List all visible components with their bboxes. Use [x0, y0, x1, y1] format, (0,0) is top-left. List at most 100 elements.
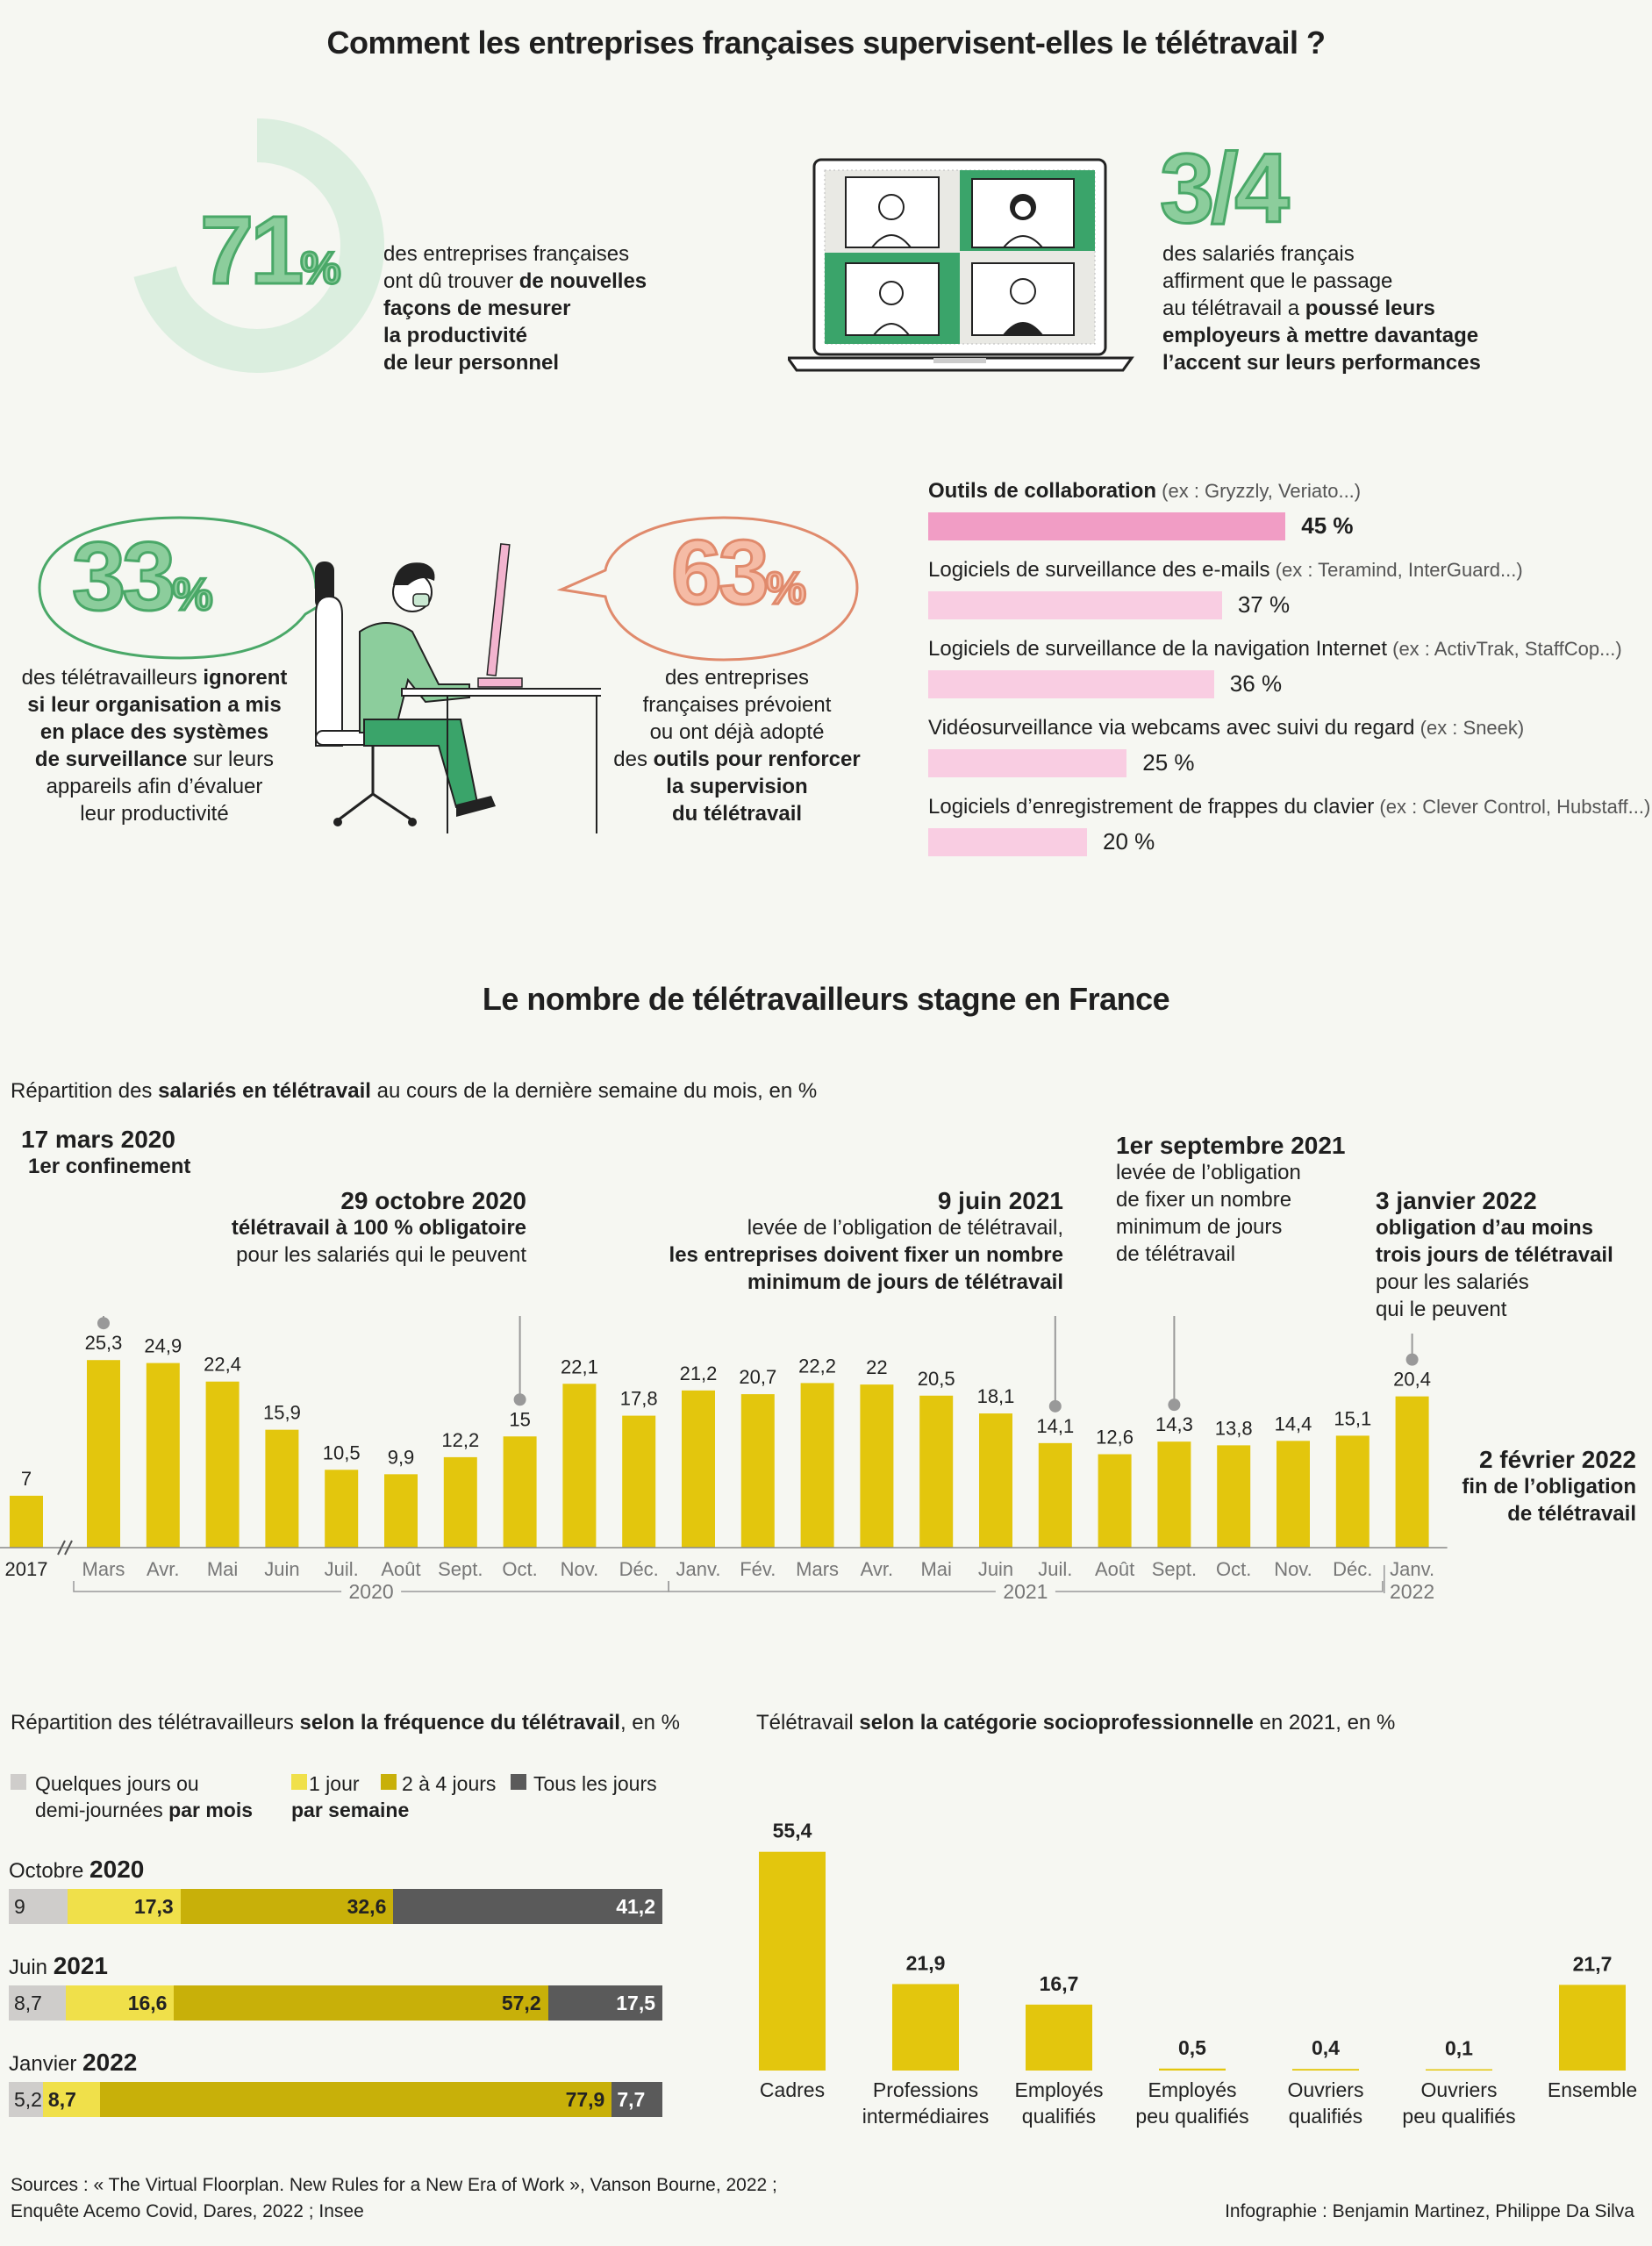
month-axis-label: Sept.: [438, 1558, 483, 1580]
stat-33-line: sur leurs: [187, 747, 275, 771]
month-bar: [10, 1495, 43, 1548]
stat-34-line: au télétravail a: [1162, 297, 1305, 320]
month-bar: [325, 1470, 359, 1548]
legend-label: 2 à 4 jours: [402, 1772, 497, 1795]
monthly-subtitle-bold: salariés en télétravail: [158, 1079, 371, 1103]
tool-label: Logiciels de surveillance de la navigati…: [928, 637, 1622, 662]
tool-example: (ex : Teramind, InterGuard...): [1269, 559, 1523, 581]
stack-segment: 17,3: [67, 1889, 181, 1924]
legend-swatch-2-4days: [381, 1774, 397, 1790]
laptop-video-call-illustration: [788, 158, 1134, 372]
csp-value-label: 21,9: [906, 1951, 946, 1974]
month-axis-label: Nov.: [561, 1558, 599, 1580]
csp-title-bold: selon la catégorie socioprofessionnelle: [859, 1711, 1254, 1735]
month-value-label: 12,6: [1096, 1427, 1134, 1448]
month-value-label: 20,7: [739, 1366, 776, 1388]
sources: Sources : « The Virtual Floorplan. New R…: [11, 2172, 777, 2225]
stat-34-line-bold: poussé leurs: [1305, 297, 1435, 320]
month-bar: [87, 1360, 120, 1548]
annotation-feb-2022: 2 février 2022 fin de l’obligation de té…: [1421, 1446, 1636, 1527]
year-2022-label: 2022: [1390, 1580, 1434, 1603]
stat-33-unit: %: [171, 569, 214, 622]
stat-71-line-bold: la productivité: [383, 324, 528, 347]
stat-34-line: affirment que le passage: [1162, 269, 1393, 293]
stat-71-line-bold: de leur personnel: [383, 351, 560, 375]
csp-value-label: 0,4: [1312, 2036, 1340, 2059]
csp-value-label: 16,7: [1040, 1972, 1079, 1995]
stat-33-text: des télétravailleurs ignorent si leur or…: [5, 664, 304, 827]
annotation-line: pour les salariés: [1376, 1270, 1529, 1294]
stat-63-number: 63%: [670, 521, 808, 626]
month-axis-label: Août: [381, 1558, 420, 1580]
month-value-label: 15: [509, 1408, 530, 1430]
csp-value-label: 0,5: [1178, 2036, 1206, 2059]
month-bar: [979, 1413, 1012, 1548]
person-at-desk-illustration: [315, 543, 601, 833]
legend-note: par semaine: [291, 1799, 410, 1821]
tool-name: Logiciels de surveillance des e-mails: [928, 558, 1270, 582]
annotation-dot: [513, 1393, 526, 1406]
stack-segment: 8,7: [42, 2082, 101, 2117]
month-value-label: 20,5: [918, 1368, 955, 1390]
annotation-heading: 3 janvier 2022: [1376, 1187, 1537, 1214]
annotation-line-bold: télétravail à 100 % obligatoire: [231, 1216, 526, 1240]
annotation-line: levée de l’obligation: [1116, 1161, 1301, 1184]
csp-title-part: Télétravail: [756, 1711, 860, 1735]
stack-row-month: Octobre: [9, 1859, 90, 1883]
monthly-bar-chart: 7 2017 25,3 Mars 24,9 Avr. 22,4 Mai 15,9 Juin 10,5…: [0, 1316, 1448, 1604]
legend-label-bold: par mois: [168, 1799, 254, 1821]
month-axis-label: Août: [1095, 1558, 1134, 1580]
stat-33-line-bold: si leur organisation a mis: [27, 693, 282, 717]
month-axis-label: Juin: [264, 1558, 299, 1580]
stack-segment: 32,6: [180, 1889, 394, 1924]
stat-33-number: 33%: [70, 521, 214, 633]
annotation-line: de télétravail: [1116, 1242, 1236, 1266]
annotation-oct-2020: 29 octobre 2020 télétravail à 100 % obli…: [167, 1187, 526, 1269]
csp-category-label: Professions: [873, 2078, 978, 2101]
month-value-label: 22,4: [204, 1354, 241, 1376]
csp-category-label: Employés: [1015, 2078, 1104, 2101]
freq-stacked-chart: Octobre 2020 9 17,3 32,6 41,2 Juin 2021 8,7 16,…: [9, 1856, 667, 2136]
month-axis-label: Déc.: [1333, 1558, 1372, 1580]
legend-label: Tous les jours: [533, 1772, 657, 1795]
stat-33-line: appareils afin d’évaluer: [46, 775, 263, 798]
month-value-label: 18,1: [977, 1385, 1015, 1407]
stack-segment: 16,6: [65, 1985, 175, 2021]
annotation-dot: [1048, 1399, 1062, 1413]
annotation-heading: 17 mars 2020: [21, 1126, 175, 1153]
month-value-label: 25,3: [85, 1332, 123, 1354]
month-value-label: 9,9: [388, 1446, 415, 1468]
month-bar: [1157, 1441, 1191, 1548]
stack-row-month: Janvier: [9, 2052, 83, 2076]
tool-example: (ex : Clever Control, Hubstaff...): [1374, 796, 1651, 818]
tool-label: Vidéosurveillance via webcams avec suivi…: [928, 716, 1524, 740]
stat-63-line-bold: outils pour renforcer: [653, 747, 861, 771]
month-axis-label: Janv.: [1390, 1558, 1434, 1580]
tool-bar: [928, 828, 1087, 856]
stack-segment: 8,7: [9, 1985, 66, 2021]
year-2020-bracket-bg: [341, 1579, 402, 1604]
stat-63-line-bold: du télétravail: [671, 802, 803, 826]
stack-segment: 77,9: [100, 2082, 612, 2117]
csp-category-label: Ouvriers: [1421, 2078, 1498, 2101]
axis-break-mark: [57, 1540, 66, 1556]
csp-bar: [1159, 2068, 1226, 2071]
legend-label: demi-journées: [35, 1799, 169, 1821]
month-axis-label: Oct.: [502, 1558, 537, 1580]
speech-bubble-63: [557, 516, 859, 662]
year-2021-year-label: 2021: [1003, 1580, 1048, 1603]
month-axis-label: Mai: [920, 1558, 951, 1580]
month-axis-label: Sept.: [1152, 1558, 1197, 1580]
month-value-label: 13,8: [1215, 1417, 1253, 1439]
month-value-label: 14,3: [1155, 1413, 1193, 1435]
axis-break-mark: [64, 1540, 73, 1556]
stat-34-text: des salariés français affirment que le p…: [1162, 240, 1531, 376]
tool-label: Logiciels d’enregistrement de frappes du…: [928, 795, 1650, 819]
freq-chart-title: Répartition des télétravailleurs selon l…: [11, 1709, 680, 1736]
month-bar: [384, 1474, 418, 1548]
stat-63-line: françaises prévoient: [642, 693, 832, 717]
tool-name: Outils de collaboration: [928, 479, 1157, 503]
stat-71-unit: %: [299, 242, 342, 296]
month-axis-label: Juin: [978, 1558, 1013, 1580]
annotation-line-bold: trois jours de télétravail: [1376, 1243, 1613, 1267]
